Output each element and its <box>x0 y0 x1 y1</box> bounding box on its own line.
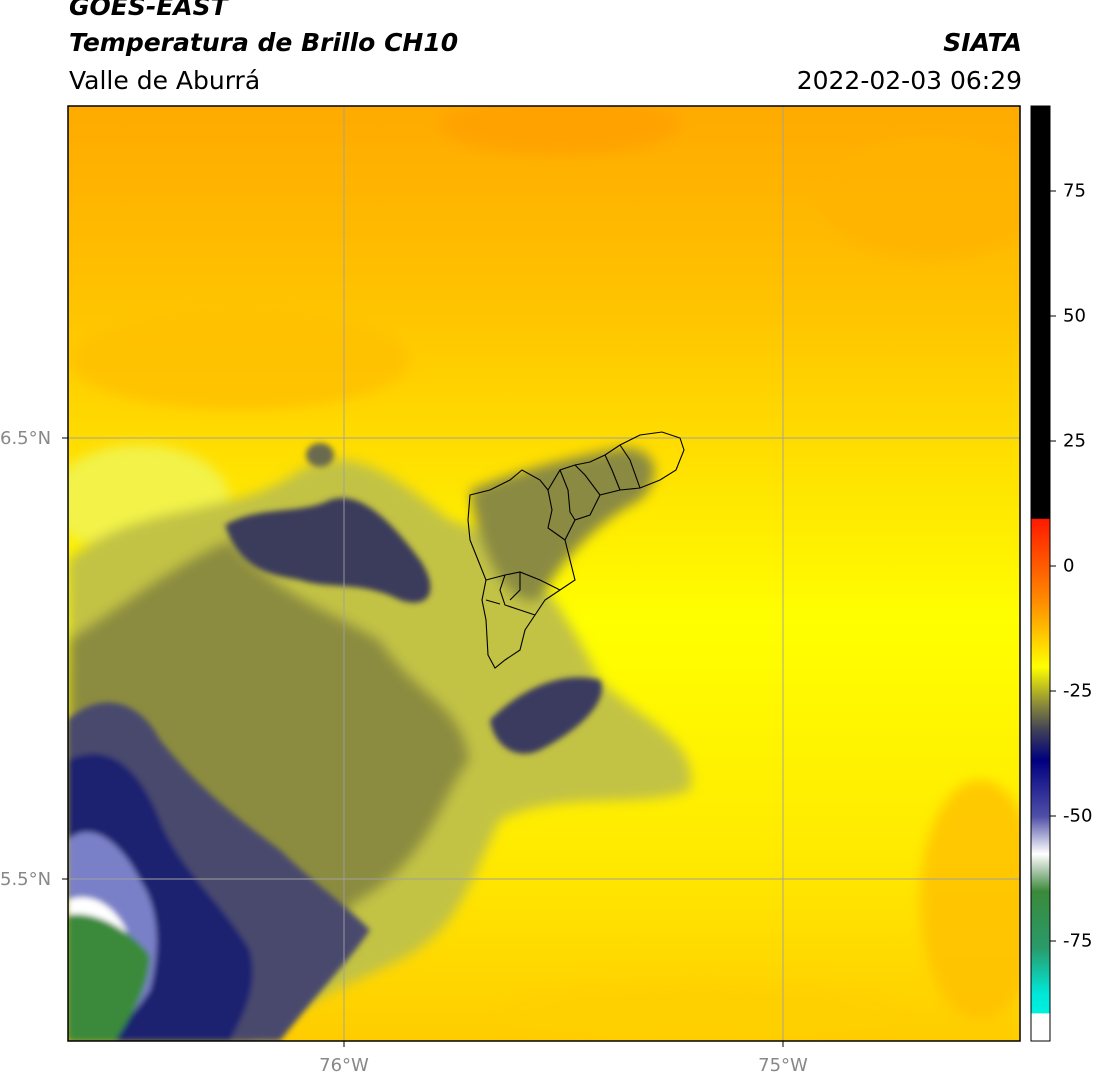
colorbar-tick-label: 50 <box>1063 305 1086 327</box>
colorbar-tick-label: -50 <box>1063 805 1093 827</box>
colorbar-tick-label: 0 <box>1063 555 1075 577</box>
timestamp-label: 2022-02-03 06:29 <box>796 66 1022 95</box>
lat-label-5-5n: 5.5°N <box>0 869 52 890</box>
region-subtitle: Valle de Aburrá <box>69 66 261 95</box>
graticule <box>68 106 1020 1041</box>
map-frame <box>67 105 1021 1042</box>
brand-label: SIATA <box>943 28 1022 57</box>
lat-label-6-5n: 6.5°N <box>0 428 52 449</box>
map-field <box>68 106 1020 1041</box>
axis-ticks <box>62 437 784 1047</box>
satellite-title: GOES-EAST <box>69 0 228 21</box>
lon-label-75w: 75°W <box>758 1055 808 1076</box>
colorbar-tick-label: -75 <box>1063 930 1093 952</box>
colorbar <box>1030 105 1056 1042</box>
product-title: Temperatura de Brillo CH10 <box>69 28 459 57</box>
municipality-boundaries <box>467 431 685 669</box>
lon-label-76w: 76°W <box>319 1055 369 1076</box>
colorbar-tick-label: -25 <box>1063 680 1093 702</box>
colorbar-tick-label: 25 <box>1063 430 1086 452</box>
colorbar-tick-label: 75 <box>1063 180 1086 202</box>
